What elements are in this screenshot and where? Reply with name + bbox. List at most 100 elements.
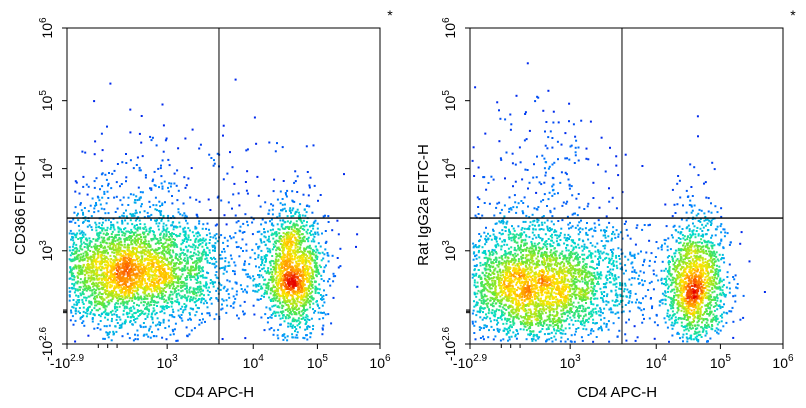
event-dot — [109, 260, 112, 263]
event-dot — [272, 237, 275, 240]
event-dot — [121, 291, 124, 294]
event-dot — [122, 313, 125, 316]
event-dot — [92, 259, 95, 262]
event-dot — [309, 176, 312, 179]
event-dot — [244, 288, 246, 291]
event-dot — [106, 334, 109, 336]
event-dot — [214, 246, 217, 249]
event-dot — [266, 321, 269, 324]
event-dot — [254, 283, 257, 286]
event-dot — [168, 253, 171, 256]
event-dot — [73, 291, 76, 294]
event-dot — [143, 210, 146, 213]
event-dot — [133, 297, 136, 300]
event-dot — [283, 253, 286, 256]
event-dot — [195, 262, 198, 265]
event-dot — [145, 265, 148, 268]
event-dot — [122, 302, 125, 305]
event-dot — [91, 294, 94, 297]
event-dot — [106, 287, 108, 290]
event-dot — [188, 229, 191, 232]
event-dot — [104, 291, 107, 294]
event-dot — [265, 290, 268, 293]
event-dot — [190, 266, 193, 269]
event-dot — [140, 281, 143, 284]
event-dot — [163, 273, 166, 276]
event-dot — [320, 274, 323, 277]
event-dot — [306, 315, 309, 318]
event-dot — [120, 291, 123, 294]
event-dot — [98, 248, 101, 251]
event-dot — [177, 211, 180, 214]
event-dot — [293, 223, 296, 226]
event-dot — [322, 279, 325, 282]
event-dot — [155, 256, 158, 259]
event-dot — [96, 283, 99, 286]
event-dot — [257, 285, 260, 287]
event-dot — [283, 239, 286, 242]
event-dot — [157, 265, 160, 268]
event-dot — [158, 297, 161, 300]
event-dot — [109, 286, 112, 289]
event-dot — [161, 204, 164, 206]
y-tick-label: 106 — [38, 17, 55, 39]
event-dot — [108, 331, 111, 334]
event-dot — [297, 231, 300, 234]
event-dot — [179, 225, 182, 228]
event-dot — [162, 228, 165, 231]
event-dot — [237, 317, 240, 320]
event-dot — [169, 245, 172, 248]
event-dot — [150, 267, 153, 270]
event-dot — [272, 265, 275, 268]
event-dot — [162, 246, 165, 249]
event-dot — [225, 223, 228, 226]
event-dot — [88, 256, 91, 259]
event-dot — [243, 263, 246, 266]
event-dot — [162, 236, 165, 239]
event-dot — [182, 295, 185, 298]
event-dot — [244, 337, 247, 340]
event-dot — [298, 236, 301, 239]
event-dot — [72, 259, 75, 262]
event-dot — [149, 262, 152, 265]
event-dot — [121, 296, 124, 298]
event-dot — [295, 228, 298, 230]
event-dot — [254, 258, 257, 260]
event-dot — [305, 314, 308, 317]
event-dot — [156, 269, 159, 272]
event-dot — [99, 265, 102, 268]
event-dot — [92, 269, 95, 272]
event-dot — [198, 234, 201, 237]
event-dot — [286, 297, 288, 299]
event-dot — [299, 246, 302, 249]
event-dot — [165, 230, 168, 233]
event-dot — [176, 277, 179, 280]
event-dot — [138, 132, 141, 135]
event-dot — [127, 285, 130, 288]
event-dot — [309, 283, 312, 286]
event-dot — [133, 253, 136, 256]
event-dot — [92, 274, 95, 277]
event-dot — [209, 298, 212, 301]
event-dot — [124, 278, 127, 281]
event-dot — [288, 266, 291, 268]
event-dot — [299, 259, 302, 262]
event-dot — [88, 305, 91, 308]
event-dot — [152, 307, 155, 310]
event-dot — [245, 149, 248, 152]
event-dot — [135, 283, 138, 286]
event-dot — [287, 317, 290, 320]
event-dot — [72, 287, 75, 290]
event-dot — [293, 292, 296, 295]
event-dot — [160, 287, 163, 290]
event-dot — [226, 239, 229, 242]
event-dot — [304, 316, 307, 319]
event-dot — [142, 251, 145, 254]
event-dot — [198, 267, 201, 270]
event-dot — [90, 215, 93, 218]
event-dot — [130, 306, 132, 309]
event-dot — [97, 300, 100, 303]
event-dot — [160, 218, 163, 220]
event-dot — [103, 208, 106, 211]
event-dot — [297, 276, 299, 279]
